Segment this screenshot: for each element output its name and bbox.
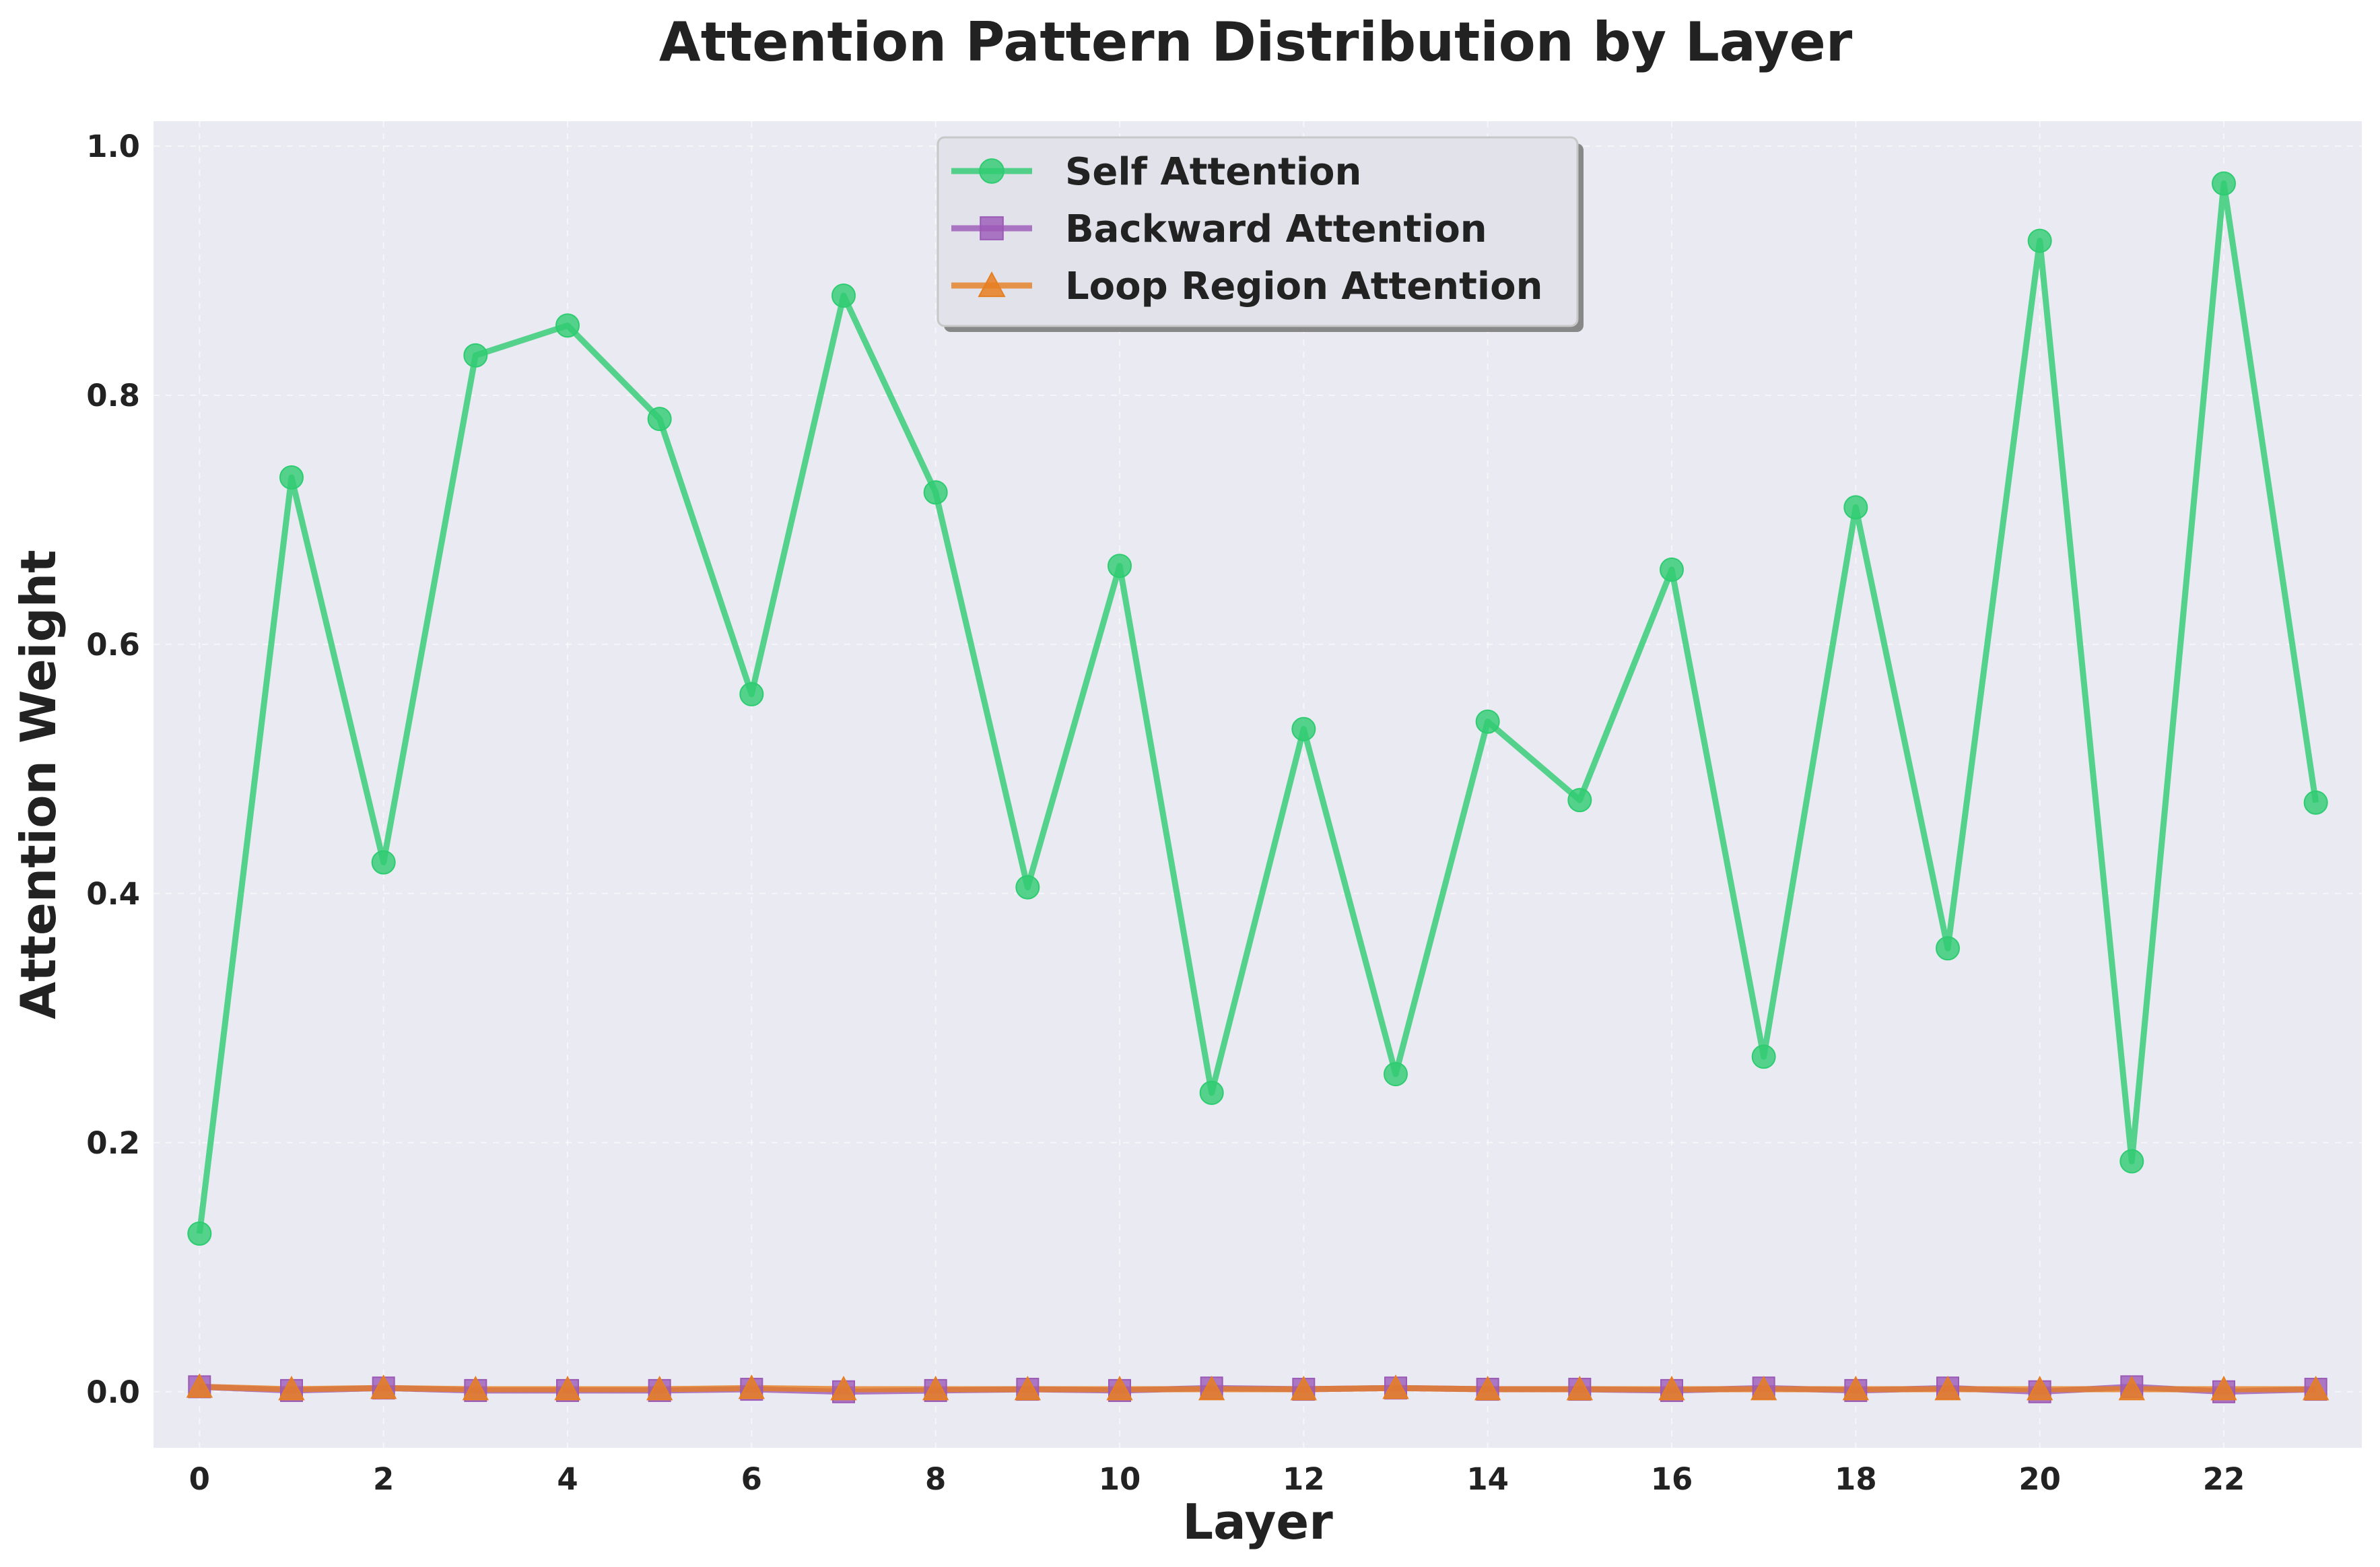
data-point-triangle bbox=[1106, 1375, 1133, 1401]
legend: Self Attention Backward Attention Loop Reg… bbox=[937, 136, 1584, 332]
legend-box bbox=[937, 136, 1579, 327]
data-point-circle bbox=[463, 343, 488, 368]
data-point-triangle bbox=[370, 1374, 397, 1399]
data-point-triangle bbox=[1842, 1375, 1870, 1401]
chart-title: Attention Pattern Distribution by Layer bbox=[659, 11, 1853, 73]
data-point-circle bbox=[1199, 1080, 1224, 1105]
x-tick-label: 16 bbox=[1651, 1461, 1693, 1497]
legend-items: Self Attention Backward Attention Loop Reg… bbox=[951, 150, 1542, 308]
data-point-circle bbox=[1751, 1044, 1776, 1069]
series-line bbox=[196, 180, 2319, 1234]
data-point-triangle bbox=[1750, 1375, 1777, 1401]
data-point-circle bbox=[923, 480, 948, 505]
data-point-triangle bbox=[2026, 1375, 2053, 1401]
data-point-triangle bbox=[1382, 1374, 1409, 1399]
data-point-triangle bbox=[2210, 1375, 2237, 1401]
data-point-triangle bbox=[1658, 1375, 1685, 1401]
data-point-circle bbox=[647, 407, 672, 432]
x-tick-label: 0 bbox=[189, 1461, 210, 1497]
y-tick-label: 1.0 bbox=[86, 129, 140, 164]
series-line bbox=[199, 1383, 2316, 1393]
data-point-circle bbox=[1015, 875, 1040, 900]
data-point-circle bbox=[1843, 495, 1868, 520]
y-tick-label: 0.4 bbox=[86, 876, 140, 912]
data-point-circle bbox=[1291, 716, 1316, 741]
x-tick-label: 12 bbox=[1283, 1461, 1325, 1497]
legend-marker bbox=[980, 216, 1004, 240]
data-point-triangle bbox=[922, 1375, 949, 1401]
data-point-circle bbox=[1567, 788, 1592, 813]
data-point-triangle bbox=[462, 1375, 489, 1401]
data-point-triangle bbox=[1566, 1375, 1594, 1401]
data-point-circle bbox=[279, 465, 304, 490]
data-point-circle bbox=[1936, 936, 1960, 961]
x-tick-label: 2 bbox=[373, 1461, 394, 1497]
data-point-triangle bbox=[278, 1375, 305, 1401]
y-tick-label: 0.8 bbox=[86, 378, 140, 413]
x-axis-label: Layer bbox=[1182, 1494, 1333, 1550]
data-point-triangle bbox=[830, 1375, 857, 1401]
x-tick-label: 6 bbox=[741, 1461, 762, 1497]
data-point-triangle bbox=[1934, 1375, 1961, 1401]
series-lines bbox=[196, 180, 2319, 1395]
data-point-circle bbox=[2119, 1149, 2144, 1174]
legend-marker bbox=[978, 271, 1006, 298]
data-point-circle bbox=[1108, 554, 1132, 578]
legend-label: Self Attention bbox=[1065, 150, 1361, 194]
x-tick-label: 14 bbox=[1466, 1461, 1509, 1497]
data-point-circle bbox=[1475, 709, 1500, 734]
legend-label: Loop Region Attention bbox=[1065, 265, 1542, 308]
data-point-circle bbox=[2212, 171, 2236, 196]
data-markers bbox=[186, 171, 2330, 1403]
data-point-circle bbox=[2303, 790, 2328, 815]
data-point-circle bbox=[2027, 228, 2052, 253]
y-tick-labels: 0.0 0.2 0.4 0.6 0.8 1.0 bbox=[86, 129, 140, 1410]
data-point-triangle bbox=[738, 1374, 766, 1399]
x-tick-label: 20 bbox=[2018, 1461, 2061, 1497]
data-point-circle bbox=[555, 313, 580, 338]
data-point-triangle bbox=[1198, 1375, 1225, 1401]
legend-marker bbox=[979, 158, 1005, 184]
data-point-circle bbox=[1660, 557, 1684, 582]
x-tick-label: 18 bbox=[1835, 1461, 1877, 1497]
y-tick-label: 0.0 bbox=[86, 1374, 140, 1410]
x-tick-label: 4 bbox=[557, 1461, 578, 1497]
y-axis-label: Attention Weight bbox=[10, 549, 67, 1019]
y-tick-label: 0.2 bbox=[86, 1125, 140, 1161]
data-point-triangle bbox=[554, 1375, 581, 1401]
data-point-triangle bbox=[186, 1373, 213, 1398]
x-tick-label: 22 bbox=[2203, 1461, 2245, 1497]
data-point-triangle bbox=[1290, 1375, 1318, 1401]
data-point-circle bbox=[1384, 1062, 1408, 1087]
x-tick-label: 8 bbox=[925, 1461, 946, 1497]
x-tick-label: 10 bbox=[1099, 1461, 1141, 1497]
x-tick-labels: 0 2 4 6 8 10 12 14 16 18 20 22 bbox=[189, 1461, 2245, 1497]
data-point-circle bbox=[187, 1221, 212, 1246]
legend-label: Backward Attention bbox=[1065, 207, 1487, 251]
data-point-triangle bbox=[646, 1375, 673, 1401]
data-point-circle bbox=[831, 283, 856, 308]
data-point-circle bbox=[739, 681, 764, 706]
data-point-triangle bbox=[1014, 1375, 1042, 1401]
data-point-triangle bbox=[1474, 1375, 1501, 1401]
data-point-triangle bbox=[2302, 1375, 2330, 1401]
y-tick-label: 0.6 bbox=[86, 627, 140, 663]
data-point-triangle bbox=[2118, 1375, 2146, 1401]
data-point-circle bbox=[371, 850, 396, 875]
